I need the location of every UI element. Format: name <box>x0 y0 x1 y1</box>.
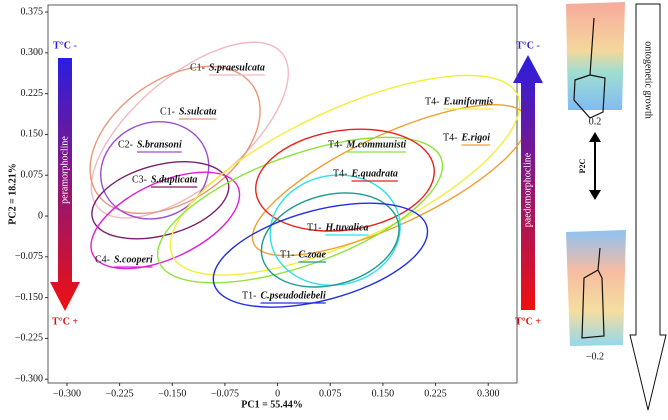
group-code: C1- <box>190 62 205 73</box>
confidence-ellipse <box>89 65 261 215</box>
growth-arrow <box>629 3 667 411</box>
confidence-ellipse <box>91 161 230 240</box>
group-name: S.bransoni <box>137 139 182 150</box>
group-name: S.duplicata <box>151 174 197 185</box>
group-code: C3- <box>132 174 147 185</box>
arrow-head <box>589 190 601 200</box>
x-tick-label: −0.150 <box>158 388 186 399</box>
y-tick-label: 0 <box>38 210 43 221</box>
confidence-ellipse <box>255 128 435 232</box>
x-tick-label: 0.300 <box>477 388 500 399</box>
y-tick-label: 0.150 <box>21 129 44 140</box>
left-arrow-top: T°C - <box>53 40 77 51</box>
group-name: C.pseudodiebeli <box>260 290 325 301</box>
x-tick-label: −0.075 <box>211 388 239 399</box>
group-name: S.praesulcata <box>209 62 265 73</box>
y-tick-label: −0.075 <box>15 251 43 262</box>
group-code: T4- <box>425 96 439 107</box>
confidence-ellipse <box>269 174 401 286</box>
right-arrow-bottom: T°C + <box>515 316 541 327</box>
shape-top <box>566 2 625 110</box>
arrow-head <box>589 132 601 142</box>
confidence-ellipse <box>169 74 521 276</box>
group-code: T4- <box>328 139 342 150</box>
group-code: T1- <box>307 222 321 233</box>
left-arrow-label: peramorphocline <box>59 136 70 204</box>
shape-bottom <box>566 230 626 346</box>
x-tick-label: −0.300 <box>53 388 81 399</box>
group-code: T4- <box>333 168 347 179</box>
group-name: H.tuvalica <box>324 222 368 233</box>
x-axis-title: PC1 = 55.44% <box>241 399 303 410</box>
group-code: C2- <box>118 139 133 150</box>
group-code: T1- <box>242 290 256 301</box>
confidence-ellipse <box>156 136 444 284</box>
group-name: S.sulcata <box>179 106 217 117</box>
top-value: 0.2 <box>589 116 602 127</box>
y-tick-label: −0.150 <box>15 292 43 303</box>
right-arrow <box>513 55 543 310</box>
x-tick-label: 0.150 <box>372 388 395 399</box>
confidence-ellipse <box>260 192 400 288</box>
right-arrow-top: T°C - <box>516 40 540 51</box>
left-arrow-bottom: T°C + <box>52 316 78 327</box>
shape-outline <box>573 17 606 119</box>
group-name: M.communisti <box>345 139 406 150</box>
shape-outline <box>581 247 605 339</box>
x-tick-label: −0.225 <box>106 388 134 399</box>
group-name: C.zoae <box>298 249 326 260</box>
left-arrow <box>50 58 80 311</box>
group-name: E.quadrata <box>350 168 397 179</box>
y-tick-label: −0.300 <box>15 373 43 384</box>
p2c-label: P2C <box>578 158 587 173</box>
confidence-ellipse <box>90 171 241 270</box>
group-code: C1- <box>160 106 175 117</box>
confidence-ellipse <box>212 202 429 308</box>
y-axis-title: PC2 = 18.21% <box>7 163 18 225</box>
group-code: C4- <box>95 254 110 265</box>
y-tick-label: −0.225 <box>15 333 43 344</box>
y-tick-label: 0.225 <box>21 88 44 99</box>
y-tick-label: 0.375 <box>21 6 44 17</box>
right-arrow-label: paedomorphocline <box>522 152 533 227</box>
group-name: E.uniformis <box>442 96 493 107</box>
group-code: T4- <box>443 132 457 143</box>
growth-label: ontogenetic growth <box>643 41 654 118</box>
x-tick-label: 0 <box>275 388 280 399</box>
group-name: S.cooperi <box>114 254 153 265</box>
plot-frame <box>47 4 518 384</box>
group-name: E.rigoi <box>460 132 490 143</box>
y-tick-label: 0.300 <box>21 47 44 58</box>
y-tick-label: 0.075 <box>21 170 44 181</box>
x-tick-label: 0.225 <box>424 388 447 399</box>
confidence-ellipse <box>100 121 210 220</box>
bottom-value: −0.2 <box>586 351 604 362</box>
group-code: T1- <box>280 249 294 260</box>
x-tick-label: 0.075 <box>319 388 342 399</box>
